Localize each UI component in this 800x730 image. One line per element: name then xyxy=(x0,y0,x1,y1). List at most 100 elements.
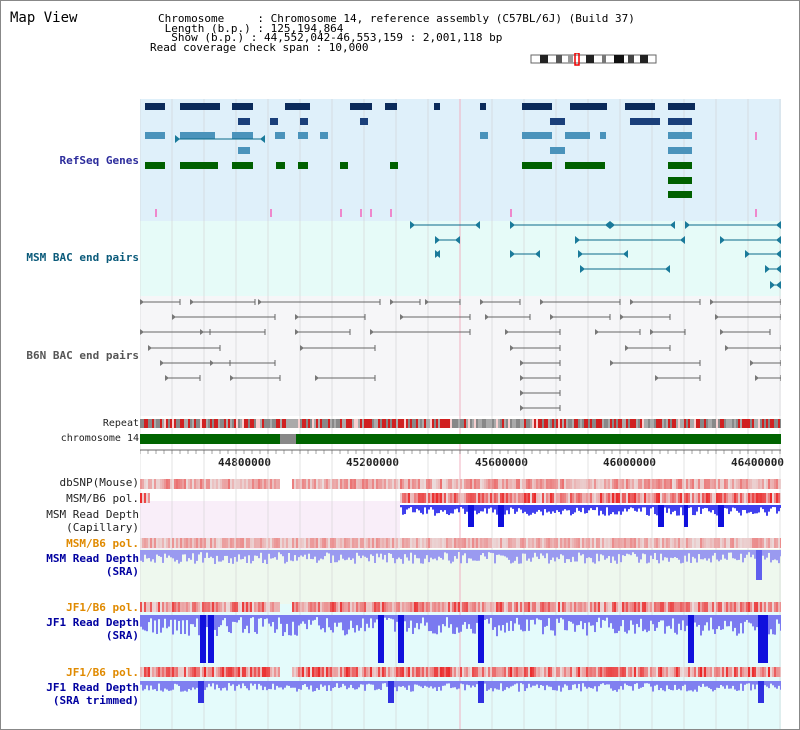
msm-capillary-depth-bar xyxy=(680,505,682,508)
msm-sra-depth-bar xyxy=(346,550,348,560)
repeat-feature xyxy=(586,419,588,428)
jf1-pol-cell-2 xyxy=(170,667,172,677)
jf1-trimmed-depth-bar xyxy=(258,681,260,684)
jf1-sra-depth-bar xyxy=(592,615,594,626)
msm-sra-depth-bar xyxy=(562,550,564,556)
b6n-bac-end xyxy=(725,345,729,351)
jf1-pol-cell xyxy=(404,602,406,612)
msm-pol-cell-2 xyxy=(250,538,252,548)
jf1-pol-cell-2 xyxy=(512,667,514,677)
msm-capillary-depth-bar xyxy=(406,505,408,510)
msm-capillary-depth-bar xyxy=(732,505,734,508)
msm-pol-cell xyxy=(522,493,524,503)
msm-capillary-depth-bar xyxy=(648,505,650,516)
chromosome-ideogram[interactable] xyxy=(528,53,660,67)
msm-pol-cell-2 xyxy=(718,538,720,548)
jf1-trimmed-depth-bar xyxy=(436,681,438,691)
repeat-feature xyxy=(332,419,334,428)
msm-pol-cell xyxy=(744,493,746,503)
jf1-pol-cell-2 xyxy=(410,667,412,677)
genome-track-canvas[interactable] xyxy=(140,99,781,729)
msm-sra-depth-bar xyxy=(734,550,736,559)
jf1-pol-cell xyxy=(248,602,250,612)
jf1-trimmed-depth-bar xyxy=(622,681,624,690)
msm-sra-depth-bar xyxy=(652,550,654,560)
msm-sra-depth-bar xyxy=(392,550,394,558)
jf1-trimmed-depth-bar xyxy=(356,681,358,690)
dbsnp-cell xyxy=(496,479,498,489)
msm-pol-cell-2 xyxy=(706,538,708,548)
msm-pol-cell-2 xyxy=(710,538,712,548)
jf1-pol-cell-2 xyxy=(766,667,768,677)
msm-sra-depth-bar xyxy=(272,550,274,559)
msm-pol-cell-2 xyxy=(550,538,552,548)
jf1-pol-cell xyxy=(616,602,618,612)
jf1-pol-cell xyxy=(142,602,144,612)
msm-capillary-depth-bar xyxy=(658,505,660,527)
jf1-trimmed-depth-bar xyxy=(610,681,612,689)
msm-pol-cell xyxy=(494,493,496,503)
jf1-sra-depth-bar xyxy=(232,615,234,622)
dbsnp-cell xyxy=(430,479,432,489)
msm-sra-depth-bar xyxy=(378,550,380,558)
msm-sra-depth-bar xyxy=(546,550,548,554)
msm-pol-cell-2 xyxy=(248,538,250,548)
jf1-pol-cell-2 xyxy=(646,667,648,677)
msm-pol-cell-2 xyxy=(640,538,642,548)
axis-tick-4: 46000000 xyxy=(603,456,656,469)
jf1-pol-cell-2 xyxy=(694,667,696,677)
repeat-feature xyxy=(246,419,248,428)
msm-pol-cell-2 xyxy=(266,538,268,548)
msm-pol-cell-2 xyxy=(680,538,682,548)
jf1-pol-cell xyxy=(494,602,496,612)
jf1-pol-cell-2 xyxy=(570,667,572,677)
repeat-feature xyxy=(620,419,622,428)
dbsnp-cell xyxy=(488,479,490,489)
msm-pol-cell-2 xyxy=(312,538,314,548)
jf1-sra-depth-bar xyxy=(590,615,592,626)
jf1-trimmed-depth-bar xyxy=(486,681,488,691)
jf1-pol-cell xyxy=(356,602,358,612)
msm-pol-cell-2 xyxy=(160,538,162,548)
jf1-sra-depth-bar xyxy=(422,615,424,618)
dbsnp-cell xyxy=(692,479,694,489)
jf1-pol-cell-2 xyxy=(582,667,584,677)
dbsnp-cell xyxy=(242,479,244,489)
repeat-feature xyxy=(684,419,686,428)
jf1-trimmed-depth-bar xyxy=(688,681,690,691)
jf1-pol-cell-2 xyxy=(162,667,164,677)
msm-pol-cell xyxy=(654,493,656,503)
msm-pol-cell-2 xyxy=(690,538,692,548)
msm-pol-cell-2 xyxy=(564,538,566,548)
dbsnp-cell xyxy=(568,479,570,489)
jf1-pol-cell-2 xyxy=(332,667,334,677)
msm-pol-cell xyxy=(630,493,632,503)
dbsnp-cell xyxy=(482,479,484,489)
msm-pol-cell-2 xyxy=(420,538,422,548)
jf1-trimmed-depth-bar xyxy=(406,681,408,690)
msm-pol-cell-2 xyxy=(628,538,630,548)
msm-pol-cell-2 xyxy=(236,538,238,548)
b6n-bac-end xyxy=(200,329,204,335)
msm-capillary-depth-bar xyxy=(496,505,498,515)
jf1-sra-depth-bar xyxy=(516,615,518,618)
repeat-feature xyxy=(158,419,160,428)
repeat-feature xyxy=(492,419,494,428)
jf1-trimmed-depth-bar xyxy=(310,681,312,686)
repeat-feature xyxy=(282,419,284,428)
jf1-pol-cell xyxy=(492,602,494,612)
repeat-feature xyxy=(152,419,154,428)
repeat-feature xyxy=(220,419,222,428)
jf1-trimmed-depth-bar xyxy=(642,681,644,687)
msm-sra-depth-bar xyxy=(448,550,450,561)
msm-sra-depth-bar xyxy=(770,550,772,563)
jf1-pol-cell-2 xyxy=(422,667,424,677)
jf1-pol-cell-2 xyxy=(528,667,530,677)
jf1-pol-cell xyxy=(246,602,248,612)
jf1-pol-cell-2 xyxy=(200,667,202,677)
msm-pol-cell-2 xyxy=(644,538,646,548)
jf1-pol-cell xyxy=(386,602,388,612)
dbsnp-cell xyxy=(508,479,510,489)
dbsnp-cell xyxy=(418,479,420,489)
jf1-pol-cell xyxy=(402,602,404,612)
